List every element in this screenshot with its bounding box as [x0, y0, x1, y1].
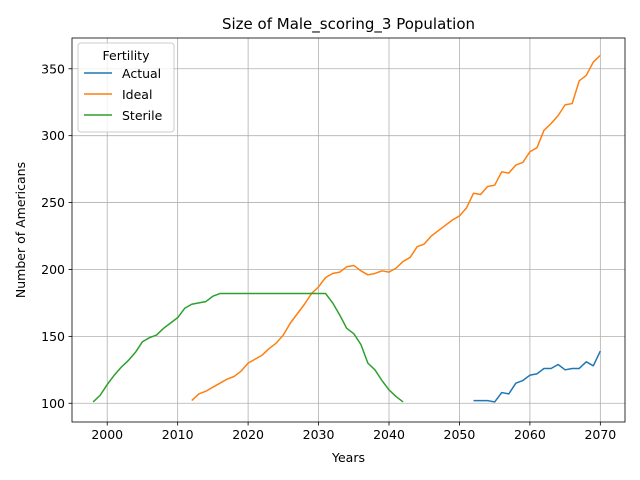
series-line-ideal: [191, 54, 601, 402]
legend-label-ideal: Ideal: [122, 87, 152, 102]
x-tick-label: 2030: [303, 427, 335, 442]
legend-title: Fertility: [103, 48, 151, 63]
y-tick-label: 150: [41, 329, 65, 344]
x-tick-label: 2000: [91, 427, 123, 442]
y-tick-label: 250: [41, 195, 65, 210]
y-axis-label: Number of Americans: [13, 162, 28, 298]
y-axis-ticks: 100 150 200 250 300 350: [41, 61, 72, 411]
grid: [72, 38, 625, 422]
legend-label-actual: Actual: [122, 66, 161, 81]
x-axis-label: Years: [331, 450, 365, 465]
legend-label-sterile: Sterile: [122, 108, 163, 123]
legend-box: [77, 42, 175, 133]
x-axis-ticks: 2000 2010 2020 2030 2040 2050 2060 2070: [91, 422, 616, 442]
y-tick-label: 200: [41, 262, 65, 277]
plot-frame: [71, 37, 626, 423]
legend-items: Actual Ideal Sterile: [84, 66, 163, 123]
chart-title: Size of Male_scoring_3 Population: [222, 15, 475, 34]
x-tick-label: 2070: [584, 427, 616, 442]
y-tick-label: 350: [41, 61, 65, 76]
series-line-sterile: [92, 292, 404, 403]
y-tick-label: 100: [41, 396, 65, 411]
x-tick-label: 2040: [373, 427, 405, 442]
x-tick-label: 2010: [162, 427, 194, 442]
x-tick-label: 2060: [514, 427, 546, 442]
series-line-actual: [473, 350, 602, 403]
y-tick-label: 300: [41, 128, 65, 143]
legend: Fertility Actual Ideal Sterile: [77, 42, 175, 133]
series-lines: [92, 54, 602, 403]
x-tick-label: 2020: [232, 427, 264, 442]
x-tick-label: 2050: [444, 427, 476, 442]
